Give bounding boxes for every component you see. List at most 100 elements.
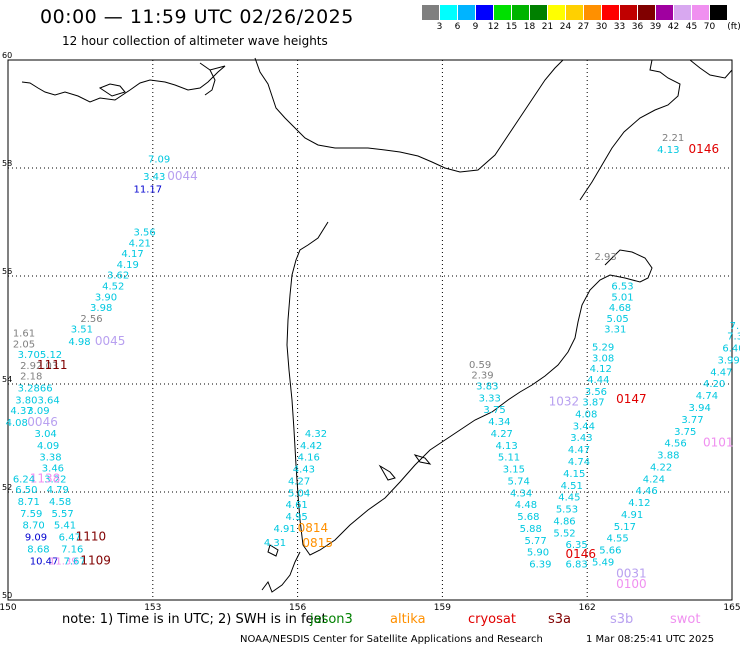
- latitude-label: 52: [2, 483, 12, 492]
- wave-height-value: 5.57: [51, 509, 73, 520]
- color-swatch: [674, 5, 691, 20]
- wave-height-value: 7.3: [727, 332, 740, 343]
- wave-height-value: 3.31: [604, 325, 626, 336]
- color-swatch: [602, 5, 619, 20]
- wave-height-value: 6.50: [15, 485, 37, 496]
- color-swatch: [656, 5, 673, 20]
- longitude-label: 156: [289, 603, 306, 613]
- color-scale-label: 42: [667, 22, 680, 32]
- wave-height-value: 3.44: [573, 421, 595, 432]
- wave-height-value: 6.39: [529, 560, 551, 571]
- wave-height-value: 6.35: [565, 540, 587, 551]
- color-scale-label: 15: [505, 22, 518, 32]
- wave-height-value: 5.01: [611, 292, 633, 303]
- color-scale-label: 27: [577, 22, 590, 32]
- wave-height-value: 5.66: [599, 546, 621, 557]
- latitude-label: 54: [2, 375, 12, 384]
- wave-height-value: 7.16: [61, 544, 83, 555]
- wave-height-value: 3.56: [133, 228, 155, 239]
- wave-height-value: 3.77: [681, 415, 703, 426]
- wave-height-value: 4.20: [703, 379, 725, 390]
- wave-height-value: 3.38: [39, 453, 61, 464]
- credit-line: NOAA/NESDIS Center for Satellite Applica…: [240, 634, 543, 645]
- wave-height-value: 5.11: [498, 453, 520, 464]
- longitude-label: 159: [434, 603, 451, 613]
- pass-time-label: 0100: [616, 577, 647, 591]
- wave-height-value: 4.95: [286, 512, 308, 523]
- wave-height-value: 4.27: [288, 476, 310, 487]
- wave-height-value: 4.48: [515, 500, 537, 511]
- graticule: [7, 59, 733, 601]
- map-frame: [7, 59, 733, 601]
- color-scale-label: 39: [649, 22, 662, 32]
- wave-height-value: 2.18: [20, 372, 42, 383]
- color-swatch: [458, 5, 475, 20]
- wave-height-value: 5.17: [614, 522, 636, 533]
- wave-height-value: 6.83: [565, 560, 587, 571]
- wave-height-value: 5.49: [592, 557, 614, 568]
- wave-height-value: 4.47: [568, 445, 590, 456]
- wave-height-value: 10.47: [30, 556, 59, 567]
- wave-height-value: 4.61: [286, 500, 308, 511]
- color-swatch: [692, 5, 709, 20]
- wave-height-value: 4.45: [558, 493, 580, 504]
- color-scale-label: 6: [454, 22, 461, 32]
- pass-time-label: 0146: [689, 142, 720, 156]
- wave-height-value: 2.93: [594, 252, 616, 263]
- wave-height-value: 3.98: [90, 303, 112, 314]
- longitude-label: 165: [723, 603, 740, 613]
- color-swatch: [548, 5, 565, 20]
- wave-height-value: 4.58: [49, 497, 71, 508]
- wave-height-value: 9.09: [25, 533, 47, 544]
- wave-height-value: 3.99: [718, 355, 740, 366]
- pass-time-label: 1032: [549, 395, 580, 409]
- wave-height-value: 6.47: [59, 533, 81, 544]
- wave-height-value: 3.88: [657, 451, 679, 462]
- pass-time-label: 0146: [565, 547, 596, 561]
- wave-height-value: 4.12: [628, 498, 650, 509]
- wave-height-value: 4.13: [657, 145, 679, 156]
- wave-height-value: 4.79: [47, 485, 69, 496]
- wave-height-value: 4.13: [495, 441, 517, 452]
- wave-height-value: 5.52: [553, 528, 575, 539]
- color-swatch: [512, 5, 529, 20]
- wave-height-value: 3.75: [674, 427, 696, 438]
- color-swatch: [440, 5, 457, 20]
- pass-time-label: 0044: [167, 169, 198, 183]
- wave-height-value: 3.2866: [18, 384, 53, 395]
- wave-height-value: 4.08: [575, 409, 597, 420]
- color-swatch: [620, 5, 637, 20]
- wave-height-value: 6.24: [13, 474, 35, 485]
- wave-height-value: 3.43: [570, 433, 592, 444]
- pass-time-label: 0814: [298, 521, 329, 535]
- wave-height-value: 6.53: [611, 282, 633, 293]
- coastline: [21, 57, 733, 593]
- wave-height-value: 11.17: [133, 184, 162, 195]
- wave-height-value: 4.16: [298, 453, 320, 464]
- wave-height-value: 7.59: [20, 509, 42, 520]
- pass-time-label: 0815: [302, 536, 333, 550]
- color-scale-label: 30: [595, 22, 608, 32]
- footnote: note: 1) Time is in UTC; 2) SWH is in fe…: [62, 612, 327, 627]
- wave-height-value: 4.46: [635, 486, 657, 497]
- wave-height-value: 8.70: [22, 521, 44, 532]
- wave-height-value: 11.39: [49, 556, 78, 567]
- wave-height-value: 2.56: [80, 314, 102, 325]
- longitude-label: 150: [0, 603, 17, 613]
- wave-height-value: 4.34: [510, 488, 532, 499]
- wave-height-value: 4.68: [609, 303, 631, 314]
- wave-height-value: 4.09: [37, 441, 59, 452]
- color-scale-label: 3: [436, 22, 443, 32]
- color-scale-label: 45: [685, 22, 698, 32]
- wave-height-value: 4.91: [621, 510, 643, 521]
- wave-height-value: 4.47: [710, 367, 732, 378]
- wave-height-value: 3.22: [44, 474, 66, 485]
- wave-height-value: 3.04: [35, 429, 57, 440]
- pass-time-label: 1138: [30, 471, 61, 485]
- wave-height-value: 4.12: [590, 364, 612, 375]
- wave-height-value: 0.59: [469, 360, 491, 371]
- wave-height-value: 5.74: [508, 476, 530, 487]
- color-scale-label: 21: [541, 22, 554, 32]
- wave-height-value: 4.91: [273, 524, 295, 535]
